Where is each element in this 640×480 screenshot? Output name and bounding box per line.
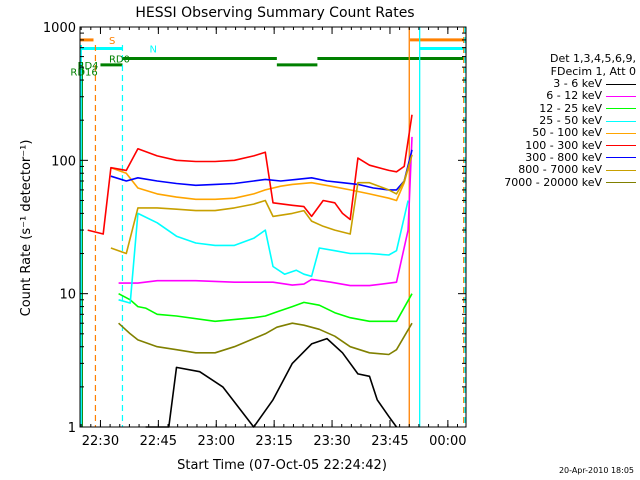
legend-header-line-1: Det 1,3,4,5,6,9, — [549, 52, 636, 65]
y-tick-label: 1 — [68, 421, 76, 436]
legend-swatch — [606, 132, 636, 134]
legend-entry: 300 - 800 keV — [478, 150, 636, 164]
flag-label-s: S — [109, 36, 115, 47]
legend-entry: 7000 - 20000 keV — [478, 176, 636, 188]
legend-swatch — [606, 145, 636, 147]
series-line-8 — [118, 322, 413, 356]
legend-swatch — [606, 169, 636, 171]
y-tick-label: 1000 — [43, 21, 76, 36]
series-line-1 — [118, 136, 413, 287]
series-line-6 — [110, 149, 413, 191]
x-tick-label: 22:30 — [82, 434, 119, 449]
legend-label: 6 - 12 keV — [546, 89, 602, 103]
legend-label: 100 - 300 keV — [525, 138, 602, 152]
x-axis-label: Start Time (07-Oct-05 22:24:42) — [177, 458, 387, 473]
series-layer — [87, 114, 413, 428]
legend-entry: 50 - 100 keV — [478, 127, 636, 139]
legend-label: 7000 - 20000 keV — [504, 175, 602, 189]
y-tick-label: 10 — [59, 288, 76, 303]
legend-entries: 3 - 6 keV 6 - 12 keV 12 - 25 keV 25 - 50 ke… — [478, 78, 636, 189]
y-tick-label: 100 — [51, 154, 76, 169]
legend-entry: 3 - 6 keV — [478, 78, 636, 90]
legend-entry: 800 - 7000 keV — [478, 164, 636, 176]
legend-label: 25 - 50 keV — [539, 114, 602, 128]
plot-frame — [79, 26, 467, 428]
legend-label: 12 - 25 keV — [539, 101, 602, 115]
x-tick-label: 23:30 — [313, 434, 350, 449]
legend: Det 1,3,4,5,6,9, FDecim 1, Att 0 3 - 6 k… — [478, 52, 636, 189]
series-line-4 — [110, 154, 413, 202]
legend-entry: 12 - 25 keV — [478, 101, 636, 115]
flag-label-n: N — [149, 44, 156, 55]
series-line-5 — [87, 114, 413, 235]
flag-label-rd16: RD16 — [70, 67, 97, 78]
legend-swatch — [606, 120, 636, 122]
series-line-3 — [118, 200, 409, 304]
generated-timestamp: 20-Apr-2010 18:05 — [558, 466, 634, 475]
x-tick-label: 00:00 — [429, 434, 466, 449]
legend-swatch — [606, 83, 636, 85]
legend-swatch — [606, 182, 636, 184]
series-line-0 — [145, 337, 398, 428]
x-tick-label: 23:45 — [371, 434, 408, 449]
chart-title: HESSI Observing Summary Count Rates — [135, 5, 414, 21]
x-tick-label: 23:15 — [255, 434, 292, 449]
series-line-2 — [118, 292, 413, 323]
legend-entry: 100 - 300 keV — [478, 139, 636, 151]
legend-label: 3 - 6 keV — [553, 77, 602, 91]
legend-swatch — [606, 95, 636, 97]
legend-label: 800 - 7000 keV — [518, 163, 602, 177]
legend-label: 50 - 100 keV — [532, 126, 602, 140]
axis-layer: 22:30 22:45 23:00 23:15 23:30 23:45 00:00 1 10 10… — [43, 21, 467, 449]
legend-entry: 6 - 12 keV — [478, 90, 636, 102]
x-tick-label: 23:00 — [198, 434, 235, 449]
flag-label-rd4: RD4 — [78, 61, 99, 72]
y-axis-label: Count Rate (s⁻¹ detector⁻¹) — [19, 140, 34, 317]
legend-header-line-2: FDecim 1, Att 0 — [550, 65, 636, 78]
x-tick-label: 22:45 — [140, 434, 177, 449]
series-line-7 — [110, 154, 413, 255]
legend-entry: 25 - 50 keV — [478, 115, 636, 127]
flag-label-rd0: RD0 — [109, 55, 130, 66]
legend-swatch — [606, 157, 636, 159]
legend-swatch — [606, 108, 636, 110]
legend-label: 300 - 800 keV — [525, 150, 602, 164]
